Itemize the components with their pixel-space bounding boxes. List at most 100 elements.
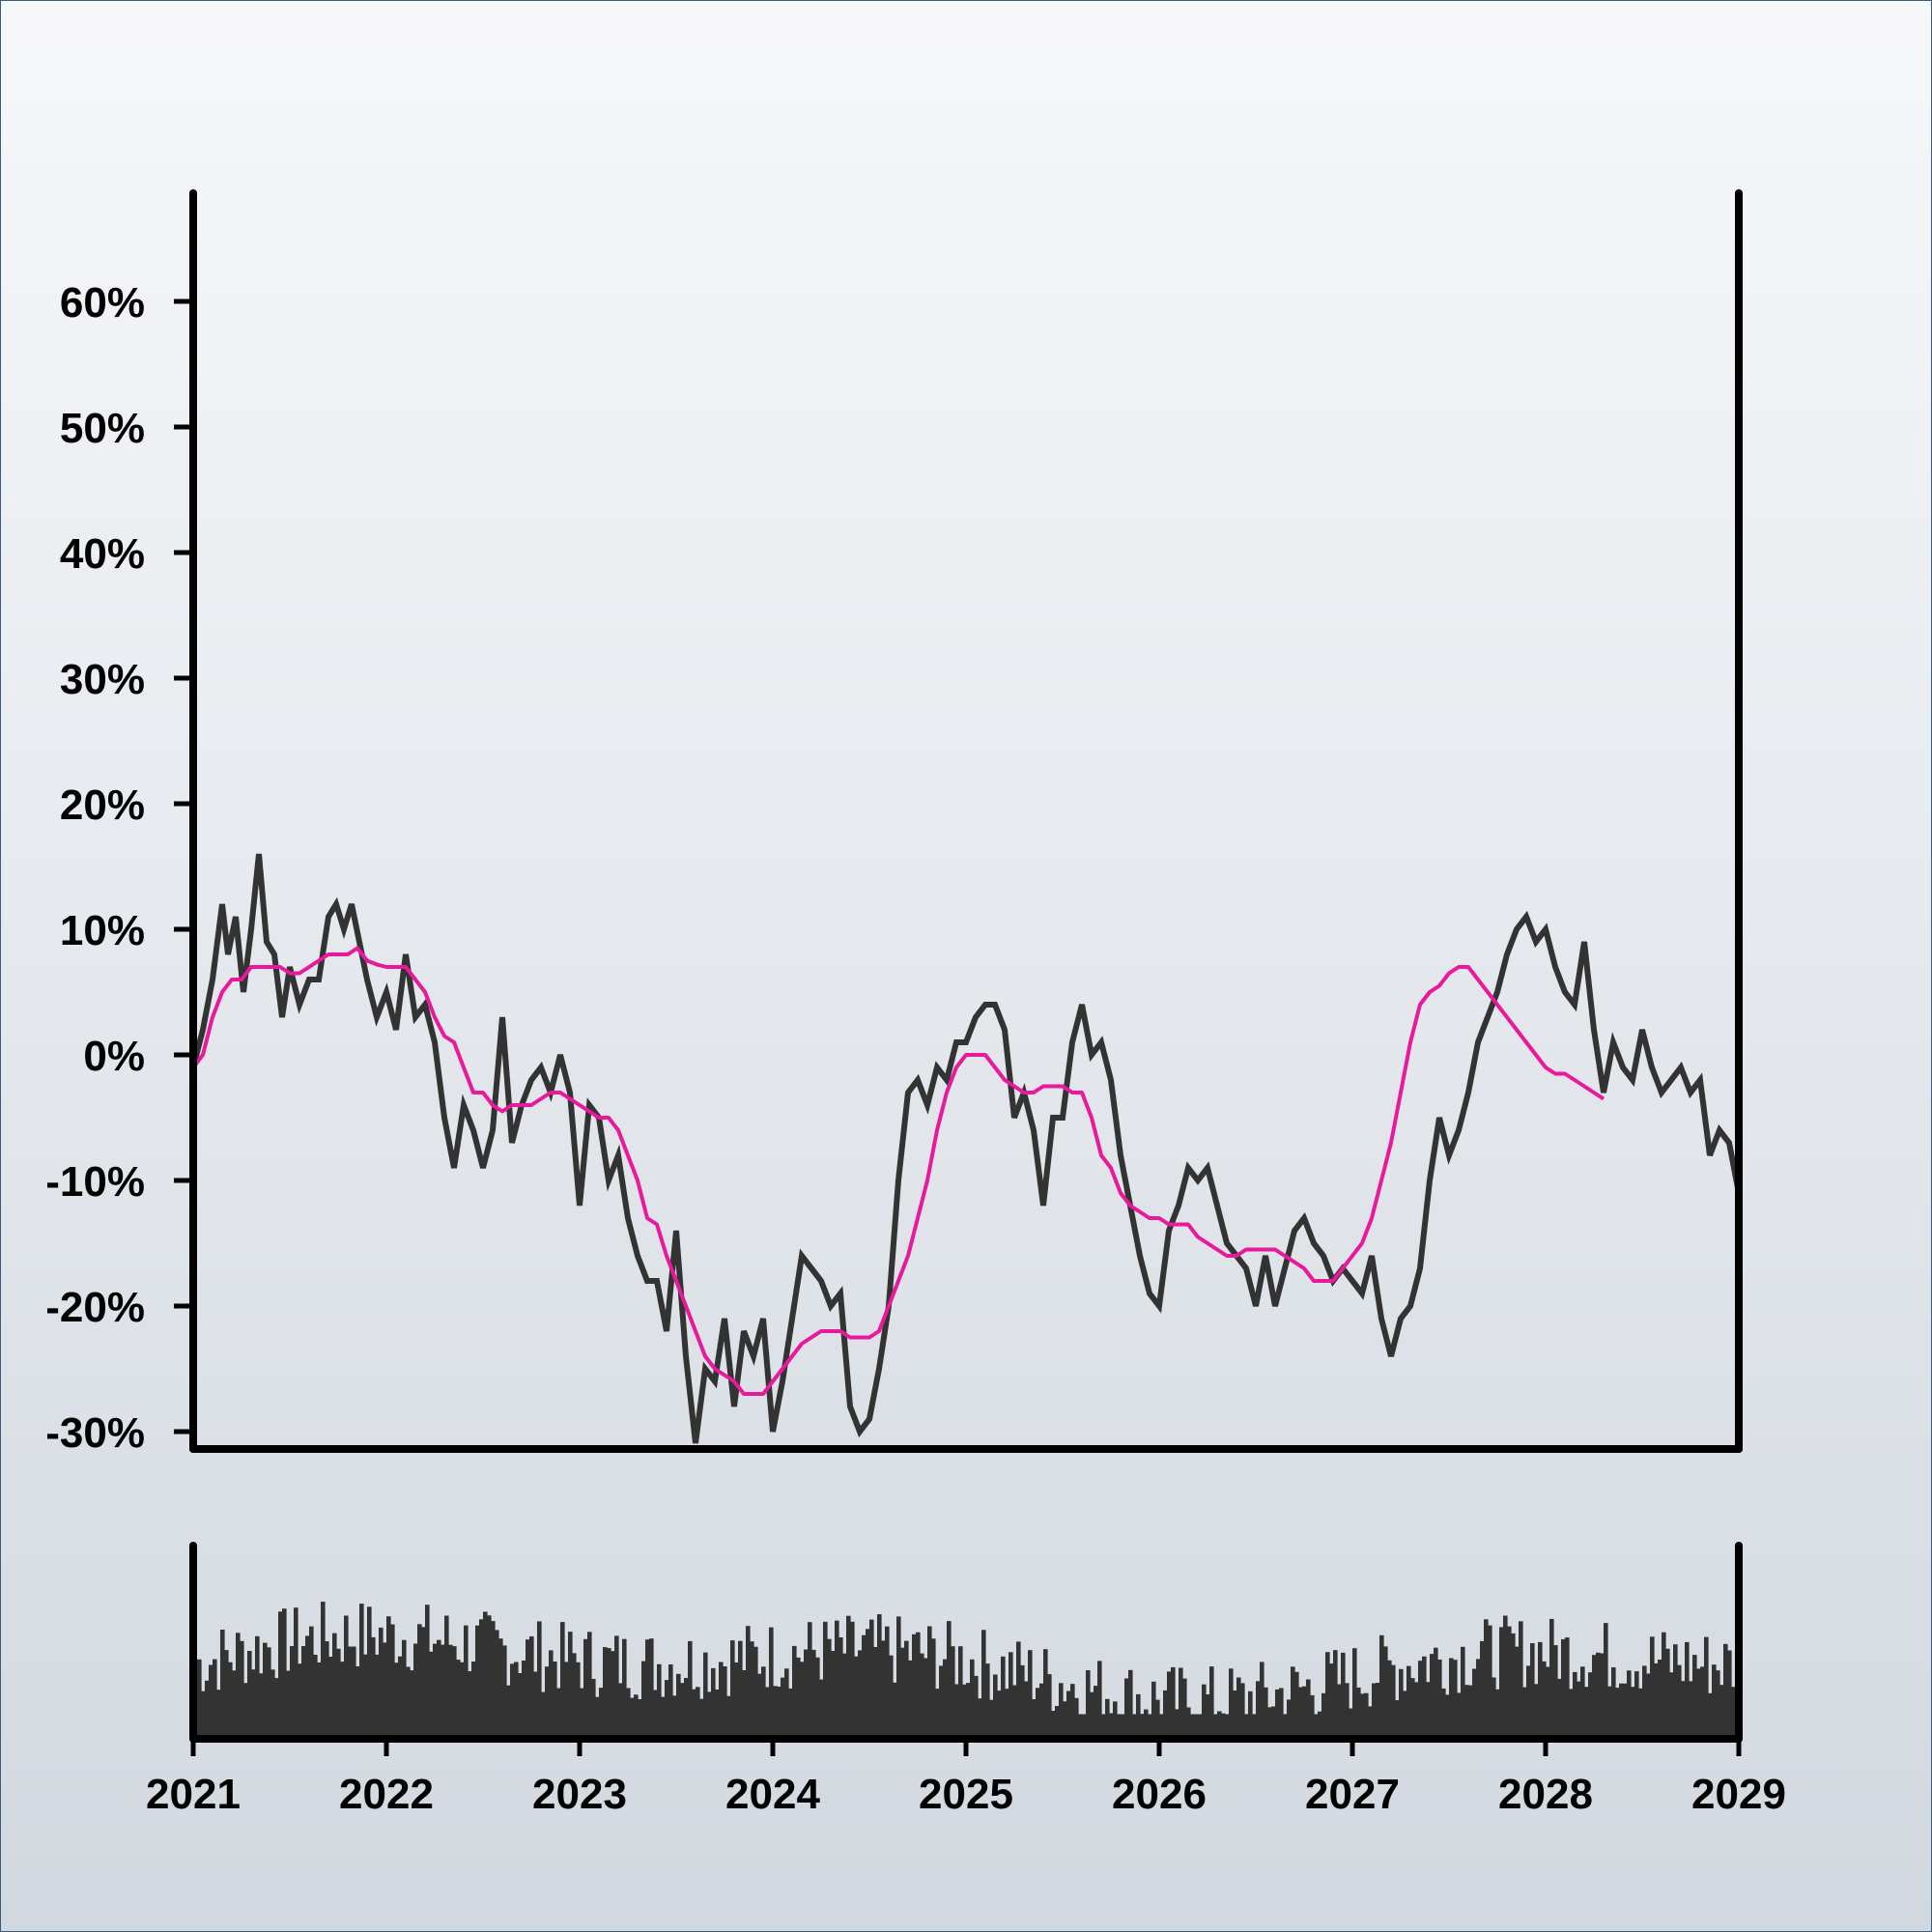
- volume-bar: [1557, 1678, 1562, 1739]
- volume-bar: [1179, 1667, 1183, 1739]
- volume-bar: [1658, 1660, 1662, 1739]
- volume-bar: [1121, 1714, 1125, 1739]
- volume-bar: [529, 1635, 534, 1739]
- x-tick-label: 2021: [146, 1771, 241, 1818]
- volume-bar: [653, 1690, 658, 1739]
- volume-bar: [1426, 1682, 1431, 1739]
- volume-bar: [668, 1664, 673, 1739]
- volume-bar: [1244, 1714, 1249, 1739]
- volume-bar: [278, 1611, 283, 1739]
- volume-bar: [502, 1645, 507, 1739]
- volume-bar: [1650, 1636, 1655, 1739]
- volume-bar: [831, 1651, 836, 1739]
- volume-bar: [1492, 1677, 1496, 1739]
- volume-bar: [935, 1689, 940, 1739]
- volume-bar: [835, 1620, 839, 1739]
- x-tick-label: 2026: [1112, 1771, 1207, 1818]
- volume-bar: [1036, 1688, 1040, 1739]
- volume-bar: [688, 1640, 693, 1739]
- volume-bar: [626, 1688, 631, 1739]
- volume-bar: [556, 1688, 561, 1739]
- volume-bar: [1345, 1683, 1350, 1739]
- volume-bar: [1503, 1615, 1508, 1739]
- volume-bar: [1132, 1714, 1137, 1739]
- volume-bar: [923, 1658, 928, 1739]
- volume-bar: [232, 1670, 237, 1739]
- volume-bar: [773, 1686, 778, 1739]
- volume-bar: [321, 1602, 326, 1739]
- volume-bar: [877, 1614, 882, 1739]
- y-tick-label: -30%: [45, 1409, 145, 1457]
- volume-bar: [1171, 1666, 1176, 1739]
- volume-bar: [216, 1690, 221, 1739]
- volume-bar: [1198, 1714, 1203, 1739]
- volume-bar: [553, 1662, 557, 1739]
- x-axis-ticks: 2021 2022 2023 2024 2025 2026 2027 2028 2029: [146, 1739, 1786, 1818]
- volume-bar: [1692, 1655, 1697, 1739]
- volume-bar: [1302, 1686, 1307, 1739]
- volume-bar: [676, 1673, 681, 1739]
- volume-bar: [657, 1663, 662, 1739]
- volume-bar: [1681, 1681, 1686, 1739]
- volume-bar: [576, 1662, 581, 1739]
- volume-bar: [1090, 1691, 1094, 1739]
- volume-bar: [1005, 1689, 1009, 1739]
- volume-bar: [1055, 1706, 1060, 1739]
- volume-bar: [1422, 1656, 1427, 1739]
- volume-bar: [981, 1630, 986, 1739]
- volume-bar: [1124, 1678, 1129, 1739]
- volume-bar: [1360, 1693, 1365, 1739]
- volume-bar: [209, 1664, 213, 1739]
- volume-bar: [680, 1683, 685, 1739]
- volume-bar: [750, 1641, 754, 1739]
- volume-bar: [765, 1687, 770, 1739]
- volume-bar: [1175, 1709, 1179, 1739]
- volume-bar: [1472, 1668, 1477, 1739]
- volume-bar: [1573, 1671, 1577, 1739]
- volume-bar: [243, 1683, 248, 1739]
- volume-bar: [1480, 1640, 1485, 1739]
- volume-bar: [1349, 1708, 1353, 1739]
- volume-bar: [738, 1640, 743, 1739]
- volume-bar: [869, 1619, 874, 1739]
- volume-bar: [375, 1654, 380, 1739]
- volume-bar: [468, 1671, 472, 1739]
- volume-bar: [1685, 1641, 1690, 1739]
- volume-bar: [386, 1616, 391, 1739]
- x-tick-label: 2027: [1305, 1771, 1400, 1818]
- volume-bar: [402, 1639, 407, 1739]
- volume-bar: [1569, 1689, 1574, 1739]
- volume-bar: [1488, 1625, 1492, 1739]
- volume-bar: [1051, 1711, 1056, 1739]
- volume-bar: [1484, 1619, 1489, 1739]
- volume-bar: [417, 1624, 422, 1739]
- volume-bar: [1279, 1688, 1284, 1739]
- volume-bar: [699, 1698, 704, 1739]
- volume-bar: [823, 1621, 828, 1739]
- volume-bar: [1032, 1699, 1037, 1739]
- volume-bar: [1476, 1659, 1481, 1739]
- volume-bar: [607, 1648, 611, 1739]
- volume-bar: [1549, 1618, 1554, 1739]
- volume-bar: [1638, 1688, 1643, 1739]
- volume-bar: [1318, 1711, 1322, 1739]
- volume-bar: [1306, 1679, 1311, 1739]
- volume-bar: [1117, 1714, 1122, 1739]
- volume-bar: [1190, 1714, 1195, 1739]
- volume-bar: [1654, 1662, 1659, 1739]
- volume-bar: [1128, 1669, 1133, 1739]
- volume-bar: [1372, 1683, 1377, 1739]
- volume-bar: [761, 1666, 766, 1739]
- volume-bar: [1337, 1684, 1342, 1739]
- volume-bar: [1565, 1637, 1570, 1739]
- volume-bar: [638, 1699, 642, 1739]
- volume-bar: [1321, 1692, 1326, 1739]
- volume-bar: [1607, 1686, 1612, 1739]
- volume-bar: [866, 1629, 870, 1739]
- volume-bar: [1264, 1687, 1268, 1739]
- volume-bar: [954, 1684, 959, 1739]
- volume-bar: [1024, 1681, 1029, 1739]
- volume-bar: [792, 1645, 797, 1739]
- volume-bar: [336, 1648, 341, 1739]
- volume-bar: [1414, 1682, 1419, 1739]
